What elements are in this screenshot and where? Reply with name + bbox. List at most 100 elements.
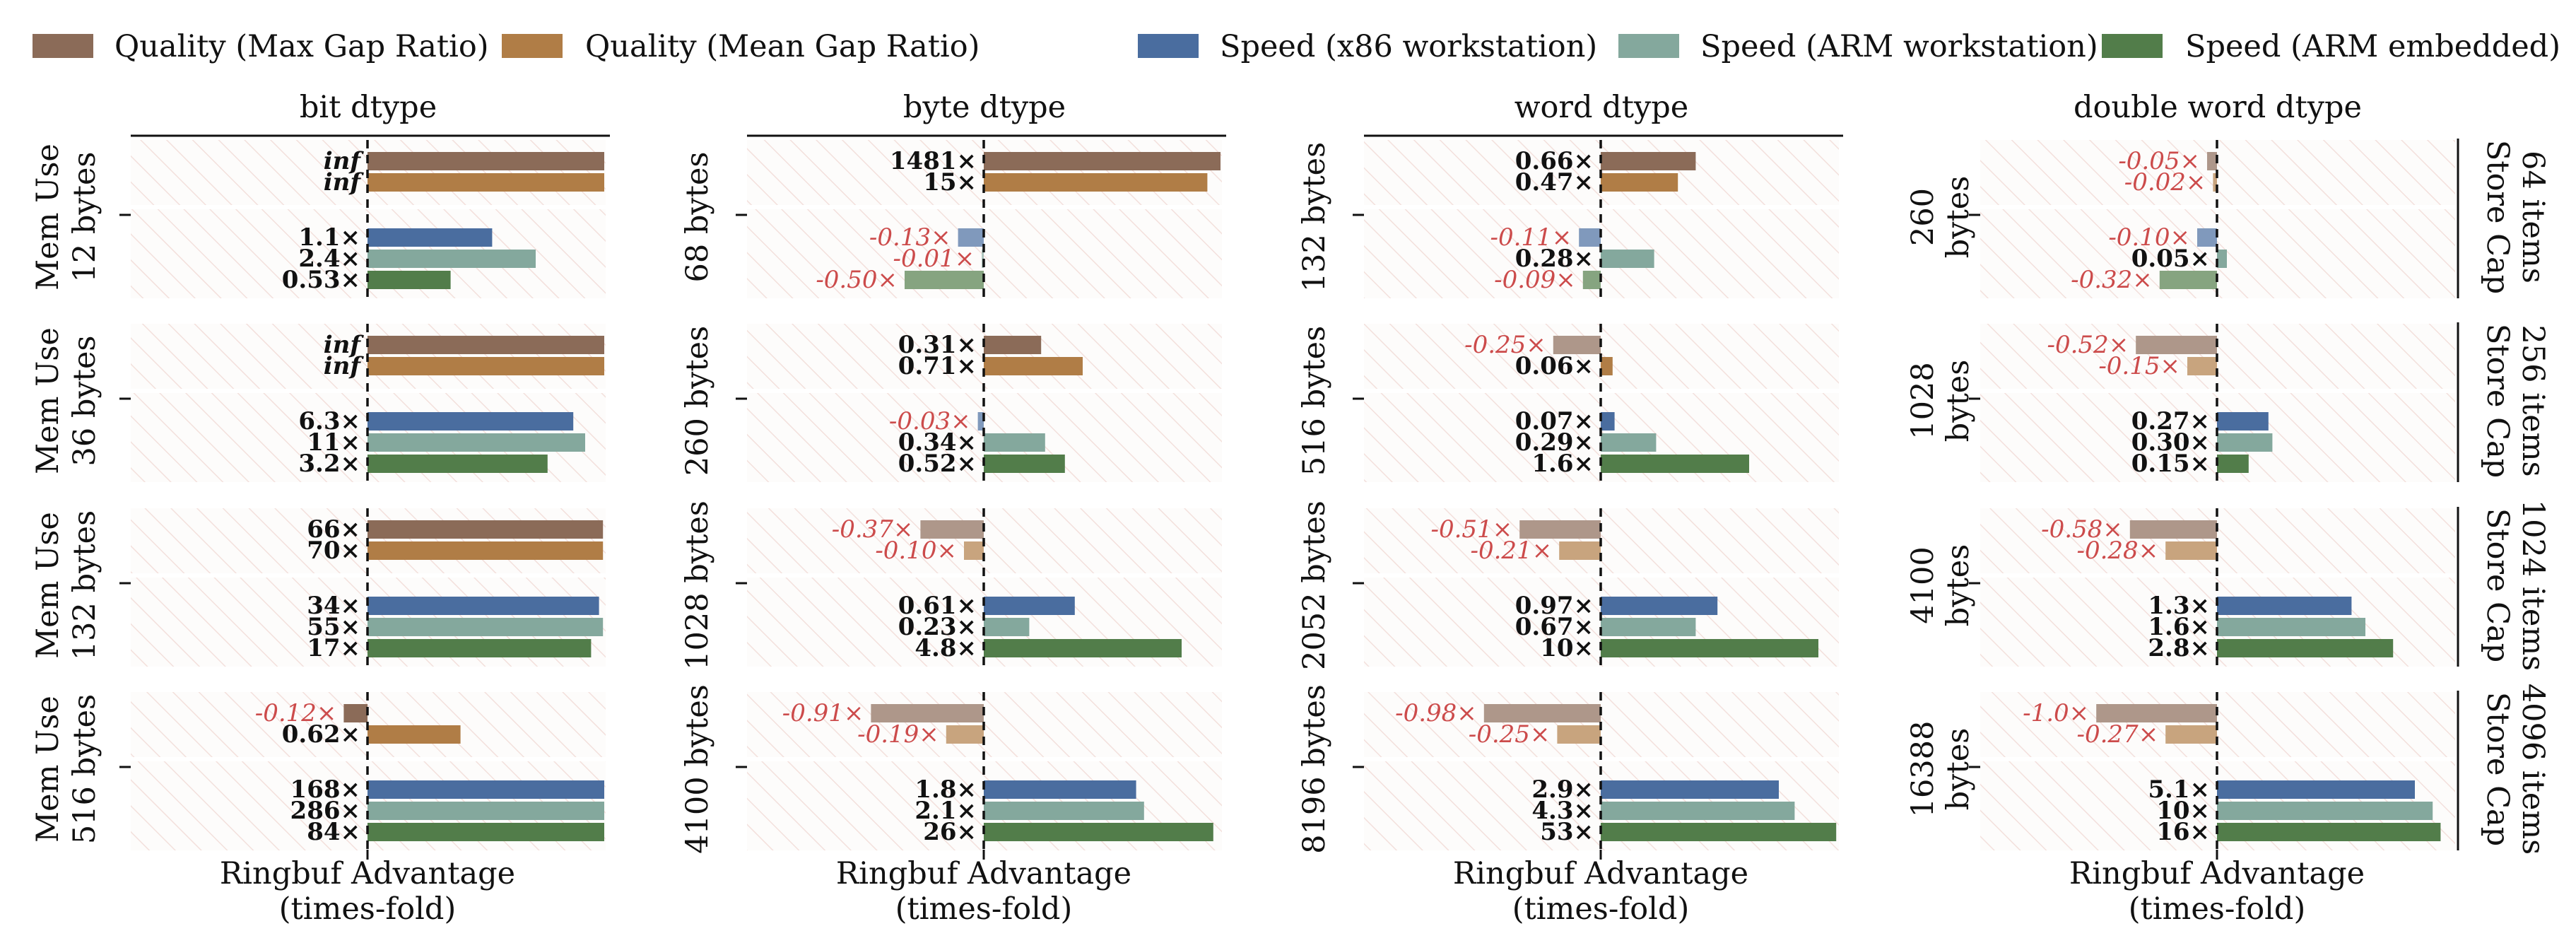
legend-swatch [1138,34,1199,58]
quality-bar [1601,357,1613,375]
text-line: Ringbuf Advantage [836,856,1131,891]
quality-bar [2096,704,2217,722]
speed-value-label: 168× [290,775,360,804]
speed-bar [1601,618,1696,636]
legend-label: Quality (Mean Gap Ratio) [585,29,980,64]
text-line: (times-fold) [1512,891,1689,927]
quality-value-label: -0.10× [875,537,957,565]
speed-value-label: 34× [307,592,360,620]
speed-value-label: 0.29× [1515,428,1594,457]
speed-value-label: 2.4× [298,245,360,273]
quality-bar [367,725,461,744]
panel-cell: 1028 bytes -0.37×-0.10× 0.61×0.23×4.8× [680,500,1222,670]
mem-use-label: 1028 bytes [680,500,715,670]
speed-value-label: 0.97× [1515,592,1594,620]
panel-cell: 132 bytes 0.66×0.47× -0.11×0.28×-0.09× [1297,140,1839,298]
speed-value-label: 0.15× [2131,450,2210,478]
speed-bar [2217,455,2249,473]
quality-value-label: -0.12× [255,699,337,727]
speed-bar [367,228,493,247]
quality-value-label: -0.19× [857,720,939,749]
speed-bar [2217,412,2269,430]
legend-label: Quality (Max Gap Ratio) [114,29,489,64]
mem-use-label: 260 [1905,188,1941,246]
speed-value-label: 1.1× [298,223,360,252]
quality-value-label: 0.71× [898,352,977,380]
quality-value-label: -0.27× [2077,720,2159,749]
speed-value-label: 0.28× [1515,245,1594,273]
quality-bar [871,704,984,722]
quality-bar [367,520,604,539]
store-cap-label: Store Cap [2480,140,2515,294]
speed-value-label: 84× [307,818,360,846]
speed-value-label: 2.9× [1531,775,1594,804]
speed-bar [367,455,548,473]
mem-use-label: 12 bytes [67,152,102,283]
panel-cell: Mem Use 132 bytes 66×70× 34×55×17× [30,508,606,667]
legend-item-speed-x86: Speed (x86 workstation) [1138,29,1597,64]
speed-bar [1579,228,1601,247]
mem-use-label: 1028 [1905,362,1941,439]
quality-bar [1483,704,1601,722]
quality-bar [367,541,604,560]
quality-value-label: -0.58× [2041,515,2123,544]
quality-bar [920,520,984,539]
speed-bar [2217,618,2365,636]
speed-bar [2217,597,2352,615]
speed-bar [984,433,1045,452]
speed-value-label: -0.03× [889,407,971,435]
quality-bar [2213,173,2217,192]
speed-value-label: -0.13× [869,223,951,252]
speed-bar [984,455,1065,473]
store-cap-label: 64 items [2515,151,2551,283]
speed-bar [367,271,451,289]
quality-value-label: 15× [923,168,977,197]
mem-use-label: 68 bytes [680,152,715,283]
legend-item-quality-mean: Quality (Mean Gap Ratio) [502,29,980,64]
speed-bar [2217,823,2441,841]
store-cap-label: 4096 items [2515,684,2551,855]
quality-bar [1601,173,1678,192]
quality-value-label: -0.25× [1469,720,1551,749]
column-title: double word dtype [2074,90,2362,125]
quality-value-label: 0.47× [1515,168,1594,197]
mem-use-label: 36 bytes [67,336,102,467]
legend: Quality (Max Gap Ratio) Quality (Mean Gap… [33,29,2560,64]
quality-value-label: -0.15× [2098,352,2180,380]
quality-bar [2136,336,2217,354]
x-axis-label: Ringbuf Advantage (times-fold) [220,856,515,927]
quality-bar [367,173,604,192]
speed-bar [1601,802,1795,820]
speed-bar [905,271,984,289]
quality-bar [2187,357,2217,375]
row-left-label: Mem Use [30,327,66,474]
speed-value-label: 26× [923,818,977,846]
speed-value-label: 1.3× [2148,592,2210,620]
quality-bar [367,152,604,170]
legend-item-quality-max: Quality (Max Gap Ratio) [33,29,489,64]
speed-bar [1601,412,1615,430]
mem-use-label: bytes [1941,360,1976,443]
speed-bar [984,780,1136,799]
speed-value-label: 4.3× [1531,797,1594,825]
speed-bar [984,597,1075,615]
row-left-label: Mem Use [30,696,66,843]
quality-bar [2165,725,2217,744]
quality-value-label: 0.31× [898,331,977,359]
speed-value-label: 17× [307,634,360,662]
quality-bar [984,173,1208,192]
row-left-label: Mem Use [30,512,66,659]
speed-bar [367,250,536,268]
speed-bar [367,412,574,430]
panel-cell: 260 bytes 0.31×0.71× -0.03×0.34×0.52× [680,324,1222,482]
panel-cell: 8196 bytes -0.98×-0.25× 2.9×4.3×53× [1297,684,1839,854]
speed-value-label: 55× [307,613,360,641]
text-line: Ringbuf Advantage [2069,856,2365,891]
speed-value-label: 4.8× [914,634,977,662]
panel-cell: 260 bytes -0.05×-0.02× -0.10×0.05×-0.32× [1905,140,2455,298]
store-cap-label: Store Cap [2480,508,2515,662]
speed-bar [984,639,1182,657]
quality-bar [2165,541,2217,560]
quality-value-label: -0.28× [2077,537,2159,565]
